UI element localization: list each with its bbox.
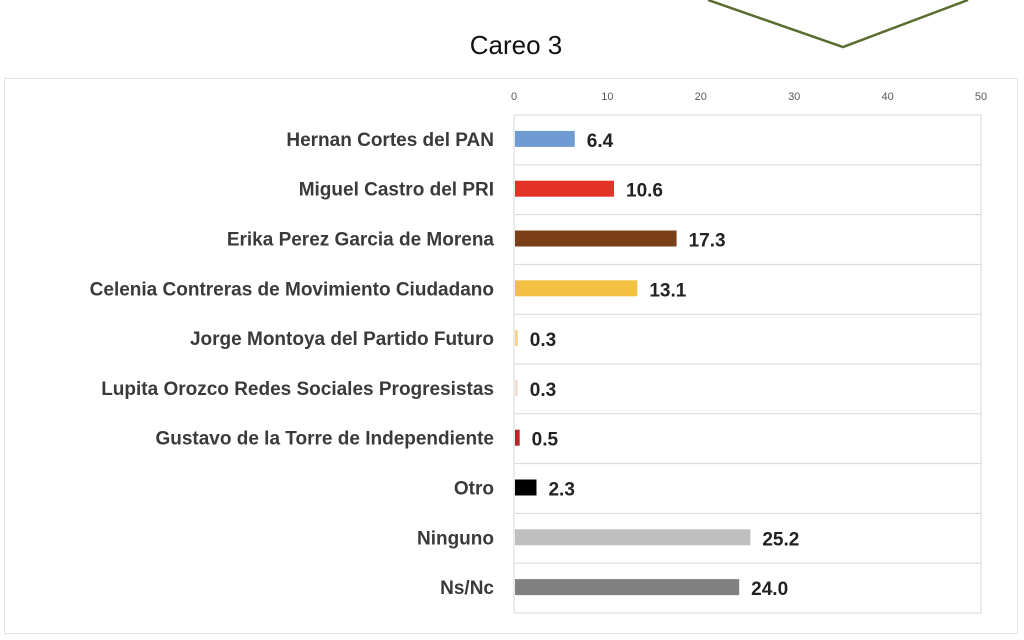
x-tick-label: 30 — [788, 91, 800, 103]
data-label: 6.4 — [587, 131, 614, 152]
data-label: 25.2 — [762, 529, 799, 550]
chart-title: Careo 3 — [469, 30, 563, 60]
category-label: Celenia Contreras de Movimiento Ciudadan… — [90, 279, 494, 300]
category-label: Ns/Nc — [440, 578, 494, 599]
data-label: 13.1 — [649, 280, 686, 301]
data-label: 0.5 — [532, 430, 559, 451]
bar — [515, 130, 575, 147]
bar — [515, 529, 751, 546]
bar — [515, 330, 518, 347]
bar — [515, 379, 518, 396]
data-label: 2.3 — [548, 480, 574, 501]
data-label: 0.3 — [530, 330, 556, 351]
bar — [515, 479, 537, 496]
category-label: Jorge Montoya del Partido Futuro — [190, 329, 494, 350]
chart-panel — [4, 78, 1018, 634]
data-label: 17.3 — [689, 231, 726, 252]
x-tick-label: 0 — [511, 91, 517, 103]
bar — [515, 230, 677, 247]
bar — [515, 429, 520, 446]
x-tick-label: 20 — [695, 91, 707, 103]
category-label: Ninguno — [417, 528, 494, 549]
category-label: Erika Perez Garcia de Morena — [227, 230, 495, 251]
x-tick-label: 10 — [601, 91, 613, 103]
data-label: 0.3 — [530, 380, 556, 401]
bar — [515, 579, 740, 596]
category-label: Hernan Cortes del PAN — [286, 130, 494, 151]
x-tick-label: 50 — [975, 91, 987, 103]
category-label: Gustavo de la Torre de Independiente — [155, 429, 494, 450]
data-label: 24.0 — [751, 579, 788, 600]
data-label: 10.6 — [626, 181, 663, 202]
bar — [515, 280, 638, 297]
category-label: Otro — [454, 479, 494, 500]
category-label: Miguel Castro del PRI — [299, 180, 494, 201]
x-tick-label: 40 — [881, 91, 893, 103]
category-label: Lupita Orozco Redes Sociales Progresista… — [101, 379, 494, 400]
decorative-chevron-line — [707, 0, 969, 49]
bar — [515, 180, 615, 197]
